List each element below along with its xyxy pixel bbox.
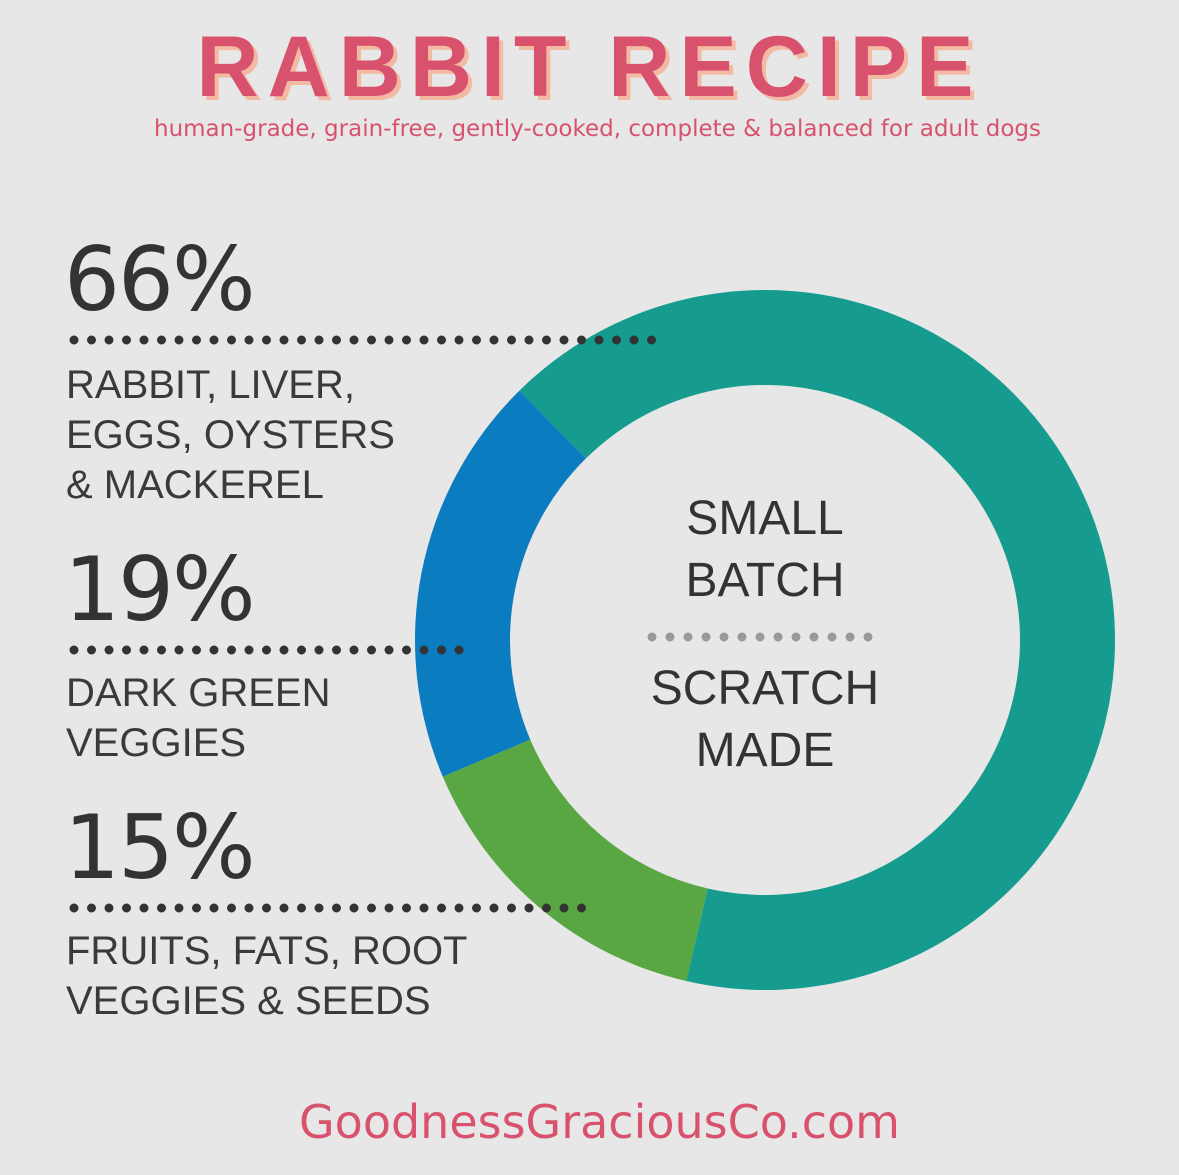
donut-segment (442, 739, 708, 982)
category-label: DARK GREEN VEGGIES (66, 671, 331, 765)
value-label: 66% (64, 228, 256, 331)
footer: GoodnessGraciousCo.com (299, 1095, 900, 1149)
donut-segment (519, 290, 1115, 990)
value-label: 15% (64, 796, 256, 899)
subtitle: human-grade, grain-free, gently-cooked, … (154, 116, 1041, 142)
donut-segment (415, 390, 586, 777)
title: RABBIT RECIPE (196, 19, 983, 115)
center-text: SCRATCH MADE (650, 662, 880, 777)
category-label: RABBIT, LIVER, EGGS, OYSTERS & MACKEREL (66, 363, 395, 507)
value-label: 19% (64, 538, 256, 641)
center-text: SMALL BATCH (685, 492, 845, 607)
category-label: FRUITS, FATS, ROOT VEGGIES & SEEDS (66, 929, 468, 1023)
